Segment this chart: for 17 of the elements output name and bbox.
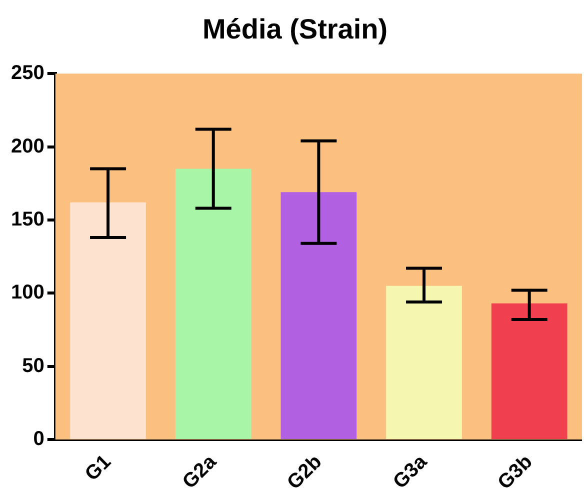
x-tick-label: G3a [389,450,432,494]
y-tick-label: 250 [10,62,44,84]
x-tick-label: G1 [81,450,116,486]
bar [386,286,462,440]
bar [70,202,146,440]
y-tick-label: 150 [10,208,44,230]
y-tick-label: 50 [22,354,44,377]
x-tick-label: G2a [178,450,222,494]
chart-title: Média (Strain) [202,14,388,45]
y-tick-label: 200 [10,135,44,158]
y-tick-label: 100 [10,282,44,304]
bar [491,303,568,440]
x-tick-label: G3b [494,450,537,494]
y-tick-label: 0 [33,428,44,450]
x-tick-label: G2b [283,450,326,494]
bar [280,192,357,440]
bar [175,168,252,440]
